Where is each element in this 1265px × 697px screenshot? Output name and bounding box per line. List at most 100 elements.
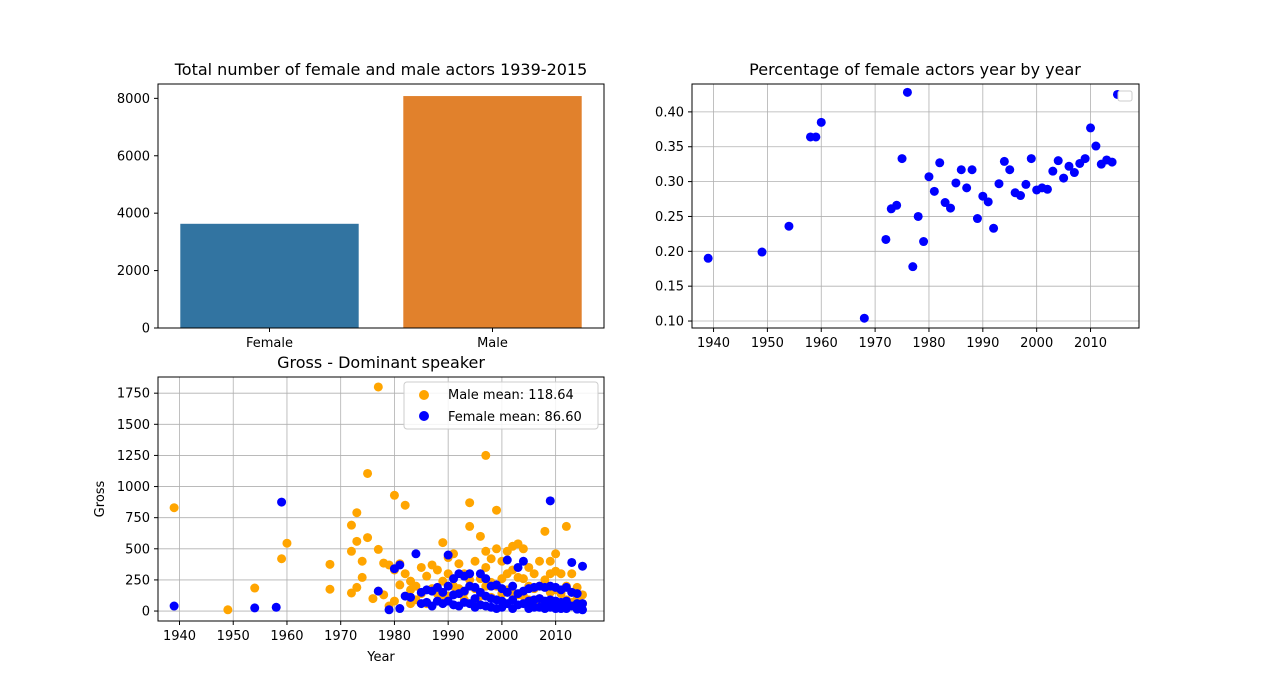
x-tick-label: 1970 — [324, 629, 357, 644]
female-gross-point — [572, 589, 582, 599]
percentage-chart-legend-box — [1117, 90, 1133, 102]
female-gross-point — [373, 586, 383, 596]
percentage-point — [1005, 165, 1015, 175]
percentage-point — [1069, 168, 1079, 178]
y-tick-label: 1250 — [117, 449, 150, 464]
male-gross-point — [492, 505, 502, 515]
male-gross-point — [346, 520, 356, 530]
female-gross-point — [567, 557, 577, 567]
male-gross-point — [325, 584, 335, 594]
female-gross-point — [169, 601, 179, 611]
percentage-point — [1021, 179, 1031, 189]
y-tick-label: 0.30 — [655, 175, 684, 190]
male-gross-point — [169, 503, 179, 513]
male-gross-point — [411, 581, 421, 591]
male-gross-point — [524, 562, 534, 572]
female-gross-point — [250, 603, 260, 613]
gross-chart-title: Gross - Dominant speaker — [277, 353, 485, 372]
percentage-point — [989, 223, 999, 233]
percentage-point — [816, 117, 826, 127]
male-gross-point — [465, 521, 475, 531]
y-tick-label: 0 — [142, 605, 150, 620]
percentage-point — [1016, 191, 1026, 201]
male-gross-point — [395, 580, 405, 590]
male-gross-point — [535, 556, 545, 566]
percentage-point — [978, 191, 988, 201]
x-tick-label: 1980 — [912, 336, 945, 351]
percentage-point — [757, 247, 767, 257]
male-gross-point — [282, 538, 292, 548]
percentage-point — [946, 203, 956, 213]
percentage-point — [951, 178, 961, 188]
male-gross-point — [389, 490, 399, 500]
percentage-point — [892, 200, 902, 210]
male-gross-point — [422, 571, 432, 581]
male-gross-point — [373, 544, 383, 554]
percentage-point — [1053, 156, 1063, 166]
percentage-chart-frame — [691, 83, 1140, 329]
percentage-point — [967, 165, 977, 175]
x-tick-label: 1960 — [805, 336, 838, 351]
x-tick-label: 1980 — [378, 629, 411, 644]
female-gross-point — [395, 604, 405, 614]
x-tick-label: Female — [246, 336, 293, 351]
female-gross-point — [513, 562, 523, 572]
male-gross-point — [346, 588, 356, 598]
male-gross-point — [223, 605, 233, 615]
female-gross-point — [411, 549, 421, 559]
bar-female — [180, 223, 359, 328]
male-gross-point — [357, 572, 367, 582]
percentage-point — [1107, 157, 1117, 167]
y-tick-label: 750 — [125, 511, 150, 526]
percentage-point — [1086, 123, 1096, 133]
percentage-point — [859, 313, 869, 323]
male-gross-point — [518, 544, 528, 554]
male-gross-point — [481, 450, 491, 460]
gross-chart-xlabel: Year — [366, 650, 395, 665]
x-tick-label: 1940 — [163, 629, 196, 644]
male-gross-point — [551, 549, 561, 559]
male-gross-point — [481, 562, 491, 572]
male-gross-point — [545, 556, 555, 566]
female-gross-point — [395, 560, 405, 570]
y-tick-label: 0 — [142, 322, 150, 337]
x-tick-label: 2000 — [1020, 336, 1053, 351]
percentage-point — [1064, 161, 1074, 171]
y-tick-label: 4000 — [117, 207, 150, 222]
percentage-point — [956, 165, 966, 175]
x-tick-label: Male — [477, 336, 508, 351]
male-gross-point — [438, 538, 448, 548]
male-gross-point — [325, 559, 335, 569]
percentage-point — [994, 179, 1004, 189]
percentage-point — [924, 172, 934, 182]
female-gross-point — [545, 496, 555, 506]
y-tick-label: 2000 — [117, 264, 150, 279]
percentage-point — [962, 183, 972, 193]
male-gross-point — [561, 521, 571, 531]
gross-chart-ylabel: Gross — [93, 480, 108, 517]
percentage-point — [784, 221, 794, 231]
male-gross-point — [475, 531, 485, 541]
male-gross-point — [486, 554, 496, 564]
percentage-point — [929, 186, 939, 196]
x-tick-label: 1990 — [432, 629, 465, 644]
male-gross-point — [416, 562, 426, 572]
y-tick-label: 1750 — [117, 387, 150, 402]
y-tick-label: 500 — [125, 542, 150, 557]
bar-chart-frame — [157, 83, 605, 329]
percentage-point — [902, 87, 912, 97]
male-gross-point — [540, 526, 550, 536]
y-tick-label: 0.15 — [655, 280, 684, 295]
male-gross-point — [373, 382, 383, 392]
female-gross-point — [518, 556, 528, 566]
male-gross-point — [352, 536, 362, 546]
percentage-point — [908, 262, 918, 272]
x-tick-label: 1950 — [751, 336, 784, 351]
female-percentage-scatter-chart: Percentage of female actors year by year… — [655, 60, 1140, 351]
male-gross-point — [432, 565, 442, 575]
percentage-point — [1080, 154, 1090, 164]
y-tick-label: 6000 — [117, 149, 150, 164]
percentage-point — [1059, 173, 1069, 183]
y-tick-label: 250 — [125, 573, 150, 588]
gross-chart-legend: Male mean: 118.64 Female mean: 86.60 — [403, 381, 599, 430]
